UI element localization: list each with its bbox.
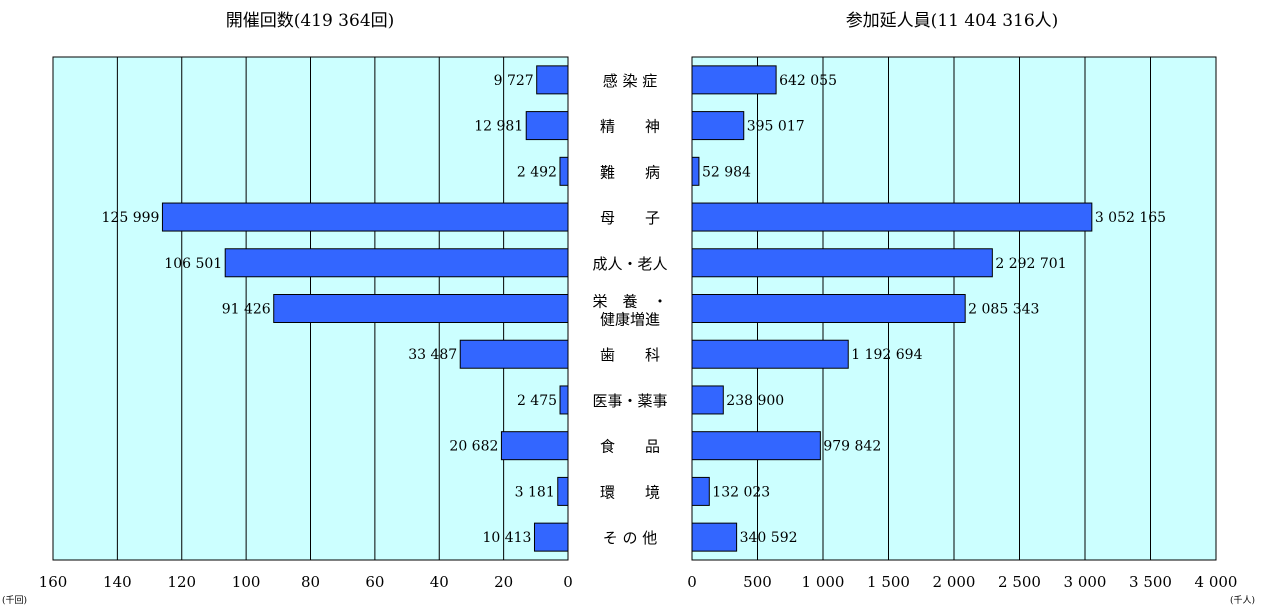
left-data-label: 12 981 [474,119,523,135]
left-bar [559,385,569,415]
right-chart-participants: 参加延人員(11 404 316人) 642 055 395 017 52 984 3… [687,11,1255,606]
left-x-tick-label: 40 [430,573,449,591]
category-label: 環 境 [600,483,660,501]
left-x-tick-label: 140 [103,573,132,591]
right-data-label: 132 023 [712,484,770,500]
left-data-label: 10 413 [482,530,531,546]
right-bar [691,156,700,186]
right-bar [691,431,821,461]
category-label: 母 子 [600,209,660,227]
right-bar [691,339,849,369]
left-bar [273,294,569,323]
right-x-tick-label: 4 000 [1195,573,1238,591]
right-x-tick-label: 3 500 [1129,573,1172,591]
right-value-labels: 642 055 395 017 52 984 3 052 165 2 292 701 2 … [702,73,1166,546]
left-bar [536,65,569,95]
left-data-label: 106 501 [164,256,222,272]
right-bar [691,294,966,323]
left-bar [557,476,569,506]
right-data-label: 2 292 701 [995,256,1066,272]
left-data-label: 9 727 [494,73,534,89]
left-data-label: 125 999 [102,210,160,226]
left-data-label: 2 475 [517,393,557,409]
right-x-tick-label: 500 [743,573,772,591]
right-data-label: 395 017 [747,119,805,135]
left-data-label: 20 682 [449,439,498,455]
right-data-label: 3 052 165 [1095,210,1166,226]
category-label: 栄 養 ・ [592,293,667,311]
left-bar [559,156,569,186]
left-value-labels: 9 727 12 981 2 492 125 999 106 501 91 426 33 4… [102,73,557,546]
left-data-label: 33 487 [408,347,457,363]
right-data-label: 2 085 343 [968,302,1039,318]
right-x-tick-label: 0 [687,573,697,591]
left-bar [500,431,569,461]
right-bar [691,248,993,278]
left-bars [161,65,569,552]
left-x-tick-label: 100 [232,573,261,591]
left-bar [533,522,569,552]
right-bar [691,202,1093,232]
left-x-ticks: 160 140 120 100 80 60 40 20 0 [39,573,573,591]
left-bar [161,202,569,232]
left-bar [459,339,569,369]
left-x-tick-label: 80 [301,573,320,591]
right-data-label: 340 592 [740,530,798,546]
left-x-tick-label: 120 [167,573,196,591]
right-data-label: 238 900 [726,393,784,409]
right-chart-title: 参加延人員(11 404 316人) [846,11,1059,31]
right-x-tick-label: 2 000 [933,573,976,591]
right-x-tick-label: 1 500 [867,573,910,591]
left-x-tick-label: 20 [494,573,513,591]
right-data-label: 979 842 [823,439,881,455]
right-data-label: 642 055 [779,73,837,89]
category-label: 食 品 [600,438,660,456]
right-x-tick-label: 1 000 [802,573,845,591]
left-data-label: 91 426 [222,302,271,318]
category-label: 医事・薬事 [592,392,667,410]
category-label: 歯 科 [600,346,660,364]
category-label: 難 病 [600,163,660,181]
category-label: そ の 他 [603,529,658,547]
left-x-tick-label: 0 [563,573,573,591]
category-label: 感 染 症 [603,72,658,90]
left-bar [525,111,569,141]
right-bar [691,522,738,552]
left-data-label: 3 181 [515,484,555,500]
right-bar [691,111,745,141]
right-x-tick-label: 3 000 [1064,573,1107,591]
right-bar [691,65,777,95]
category-label: 精 神 [600,118,660,136]
left-data-label: 2 492 [517,164,557,180]
right-x-ticks: 0 500 1 000 1 500 2 000 2 500 3 000 3 500 4 000 [687,573,1237,591]
right-unit-label: (千人) [1230,595,1255,606]
left-x-tick-label: 160 [39,573,68,591]
right-data-label: 1 192 694 [851,347,922,363]
left-unit-label: (千回) [2,595,27,606]
left-x-tick-label: 60 [365,573,384,591]
category-label: 成人・老人 [592,255,667,273]
right-bar [691,385,724,415]
right-data-label: 52 984 [702,164,751,180]
category-label: 健康増進 [600,311,660,329]
left-bar [224,248,569,278]
right-bar [691,476,710,506]
left-chart-title: 開催回数(419 364回) [226,11,395,31]
right-bars [691,65,1093,552]
left-chart-attendance-count: 開催回数(419 364回) 9 727 12 981 2 492 125 999 10… [2,11,573,606]
right-x-tick-label: 2 500 [998,573,1041,591]
